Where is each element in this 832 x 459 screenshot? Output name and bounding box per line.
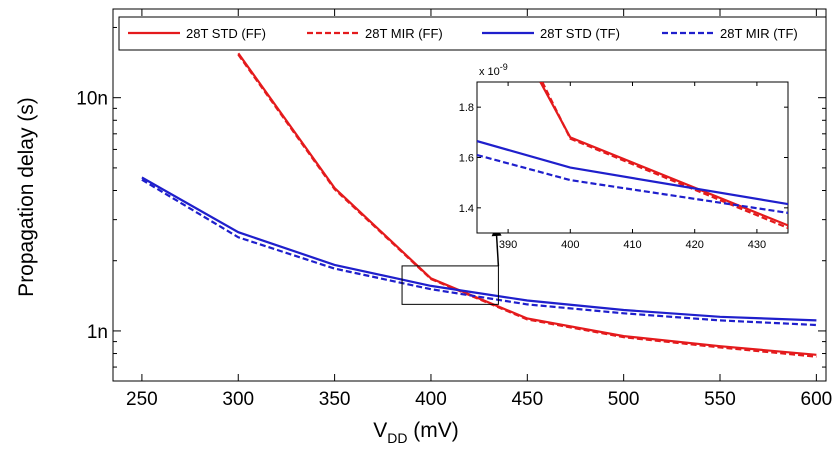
x-tick-label: 400 xyxy=(415,389,447,410)
inset-plot: 390 400 410 420 430 1.4 1.6 1.8 x 10-9 xyxy=(459,62,789,251)
x-tick-label: 500 xyxy=(608,389,640,410)
y-tick-label: 10n xyxy=(76,89,108,110)
series-line-28t-mir-ff xyxy=(237,53,817,358)
inset-y-tick-label: 1.6 xyxy=(459,153,474,165)
y-tick-labels: 1n 10n xyxy=(76,89,108,343)
x-axis-title: VDD (mV) xyxy=(373,419,459,446)
inset-x-tick-label: 400 xyxy=(561,239,579,251)
inset-series-line-28t-std-tf xyxy=(477,140,788,206)
legend-label-28t-mir-ff: 28T MIR (FF) xyxy=(365,26,443,41)
legend: 28T STD (FF) 28T MIR (FF) 28T STD (TF) 28T … xyxy=(118,16,827,51)
legend-label-28t-mir-tf: 28T MIR (TF) xyxy=(720,26,798,41)
zoom-box xyxy=(401,265,499,305)
inset-x-tick-label: 430 xyxy=(748,239,766,251)
inset-x-tick-label: 420 xyxy=(686,239,704,251)
main-series xyxy=(141,52,817,358)
x-tick-label: 450 xyxy=(511,389,543,410)
inset-y-tick-label: 1.8 xyxy=(459,102,474,114)
x-tick-label: 250 xyxy=(126,389,158,410)
inset-series-line-28t-mir-tf xyxy=(477,153,788,214)
x-tick-label: 550 xyxy=(704,389,736,410)
series-line-28t-mir-tf xyxy=(141,178,817,327)
inset-plot-area xyxy=(476,81,789,234)
series-line-28t-std-tf xyxy=(141,176,817,322)
inset-x-tick-label: 410 xyxy=(623,239,641,251)
inset-exponent-label: x 10-9 xyxy=(479,62,508,78)
y-tick-label: 1n xyxy=(87,322,108,343)
inset-x-tick-label: 390 xyxy=(499,239,517,251)
inset-y-tick-label: 1.4 xyxy=(459,203,474,215)
y-axis-title: Propagation delay (s) xyxy=(15,97,38,297)
axis-ticks xyxy=(113,9,826,381)
x-tick-label: 300 xyxy=(222,389,254,410)
inset-series-line-28t-mir-ff xyxy=(541,82,788,230)
x-tick-labels: 250 300 350 400 450 500 550 600 xyxy=(126,389,832,410)
legend-label-28t-std-ff: 28T STD (FF) xyxy=(186,26,266,41)
legend-label-28t-std-tf: 28T STD (TF) xyxy=(540,26,620,41)
x-tick-label: 600 xyxy=(801,389,832,410)
x-tick-label: 350 xyxy=(319,389,351,410)
